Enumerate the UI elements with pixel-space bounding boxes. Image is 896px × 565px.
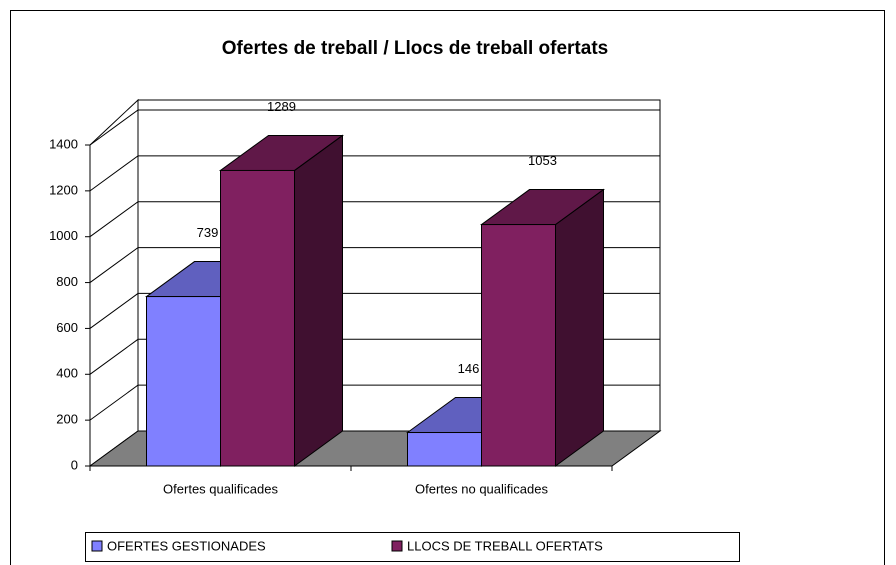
bar-side — [555, 188, 604, 467]
legend-swatch — [91, 540, 103, 552]
legend-swatch — [391, 540, 403, 552]
side-wall — [89, 98, 139, 467]
x-tick-label: Ofertes qualificades — [163, 481, 278, 496]
bar — [220, 169, 295, 467]
y-tick-label: 800 — [56, 274, 78, 289]
y-tick-label: 1200 — [49, 182, 78, 197]
y-tick-label: 1400 — [49, 136, 78, 151]
grid-line — [89, 155, 660, 192]
bar — [481, 224, 556, 467]
y-tick-label: 1000 — [49, 228, 78, 243]
data-label: 1289 — [267, 99, 296, 114]
data-label: 1053 — [528, 153, 557, 168]
grid-line — [89, 201, 660, 238]
legend-label: LLOCS DE TREBALL OFERTATS — [407, 538, 603, 553]
data-label: 739 — [197, 225, 219, 240]
data-label: 146 — [458, 361, 480, 376]
chart-title: Ofertes de treball / Llocs de treball of… — [222, 38, 608, 59]
legend-label: OFERTES GESTIONADES — [107, 538, 266, 553]
bar — [407, 432, 482, 467]
y-tick-label: 200 — [56, 412, 78, 427]
x-tick-label: Ofertes no qualificades — [415, 481, 548, 496]
y-tick-label: 0 — [71, 457, 78, 472]
bar — [146, 296, 221, 467]
legend-box — [85, 532, 740, 562]
y-tick-label: 400 — [56, 366, 78, 381]
grid-line — [89, 109, 660, 146]
y-tick-label: 600 — [56, 320, 78, 335]
bar-side — [294, 134, 343, 467]
